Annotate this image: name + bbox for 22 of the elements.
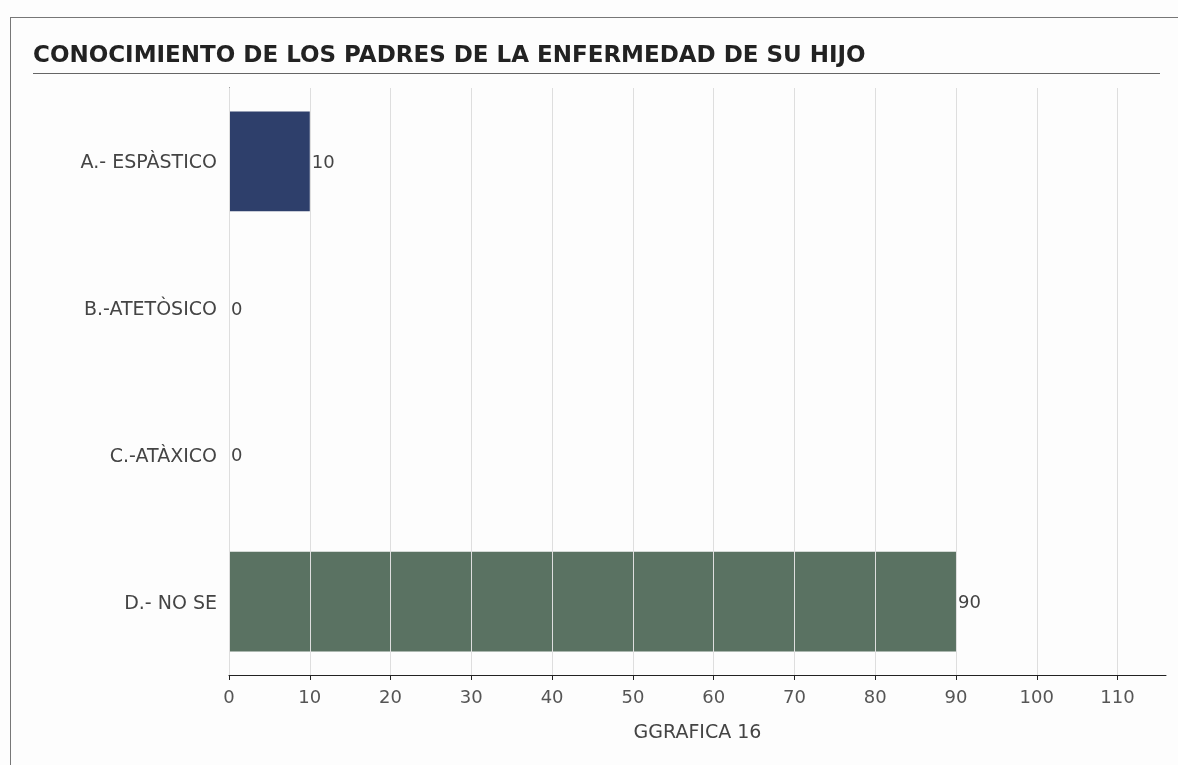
y-tick-label: D.- NO SE	[124, 590, 217, 613]
chart-title: CONOCIMIENTO DE LOS PADRES DE LA ENFERMEDAD DE SU HIJO	[33, 39, 1160, 74]
x-tick-label: 100	[1019, 685, 1054, 707]
x-tick-label: 50	[621, 685, 645, 707]
y-tick-label: B.-ATETÒSICO	[83, 296, 217, 320]
x-axis-title: GGRAFICA 16	[633, 719, 762, 742]
x-tick-label: 30	[459, 685, 483, 707]
x-tick-label: 110	[1100, 685, 1135, 707]
x-tick-label: 10	[298, 685, 322, 707]
x-tick-label: 70	[782, 685, 806, 707]
y-tick-label: A.- ESPÀSTICO	[80, 150, 217, 173]
data-label: 90	[957, 591, 981, 613]
data-label: 0	[231, 444, 243, 466]
data-label: 10	[311, 150, 335, 172]
data-label: 0	[231, 297, 243, 319]
x-tick-label: 80	[863, 685, 887, 707]
x-tick-label: 90	[944, 685, 968, 707]
x-tick-label: 40	[540, 685, 564, 707]
x-tick-label: 20	[379, 685, 402, 707]
x-tick-label: 60	[702, 685, 726, 707]
y-tick-label: C.-ATÀXICO	[109, 443, 217, 466]
x-tick-label: 0	[223, 685, 235, 707]
